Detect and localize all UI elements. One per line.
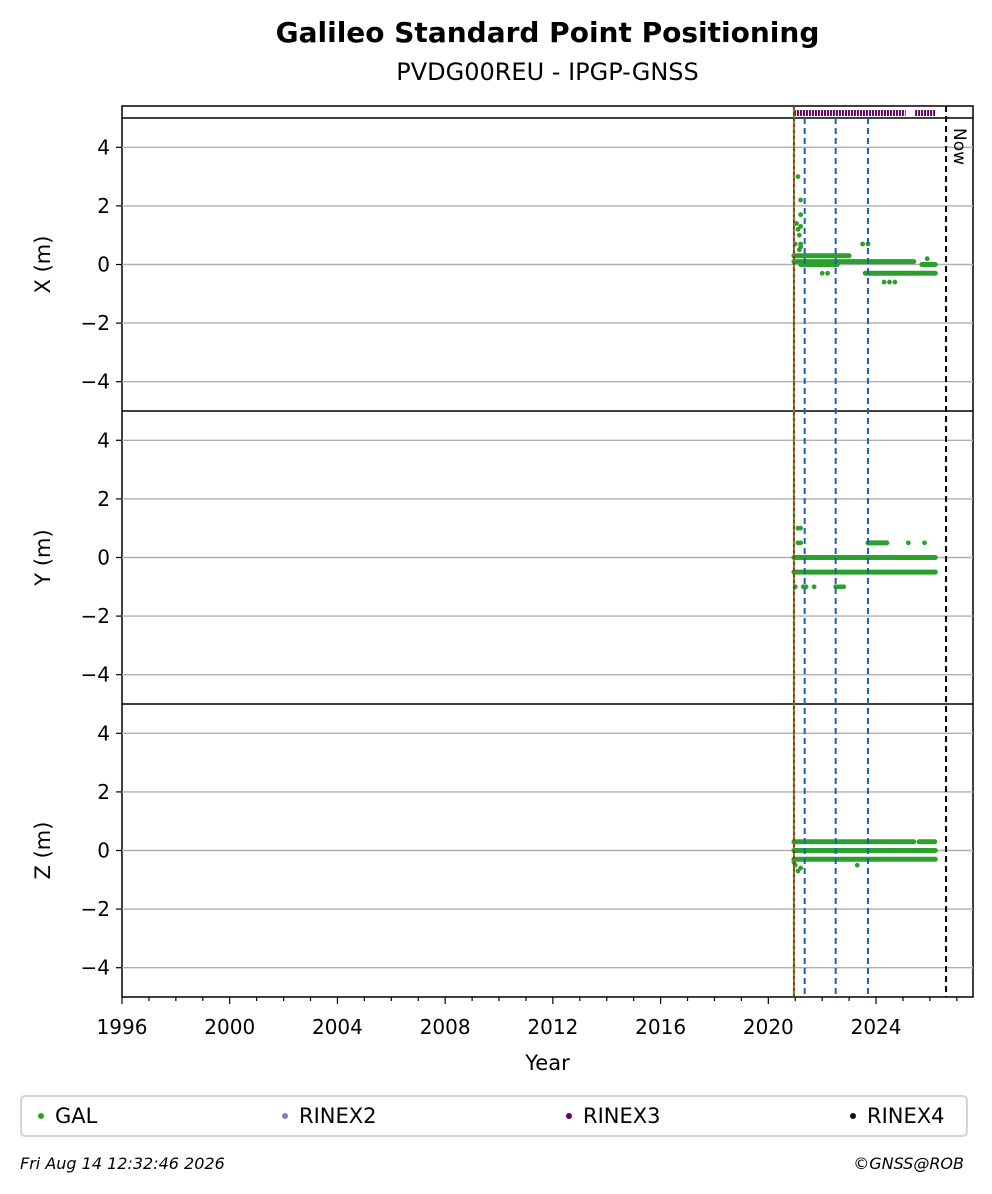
legend-label-rinex3: RINEX3 bbox=[583, 1104, 661, 1128]
gal-point-p0-16 bbox=[881, 279, 887, 285]
gal-point-p0-19 bbox=[924, 256, 930, 262]
ytick-label-p2: −4 bbox=[81, 956, 110, 980]
ytick-label-p2: 4 bbox=[97, 721, 110, 745]
gal-point-p0-5 bbox=[795, 174, 801, 180]
legend-item-rinex2: RINEX2 bbox=[282, 1097, 377, 1135]
legend-marker-rinex4 bbox=[850, 1113, 856, 1119]
legend-marker-rinex2 bbox=[282, 1113, 288, 1119]
legend-item-rinex4: RINEX4 bbox=[850, 1097, 945, 1135]
now-label: Now bbox=[949, 128, 969, 165]
ylabel-p2: Z (m) bbox=[31, 822, 55, 880]
ytick-label-p1: 2 bbox=[97, 487, 110, 511]
ytick-label-p2: 0 bbox=[97, 839, 110, 863]
gal-point-p1-3 bbox=[803, 584, 809, 590]
ylabel-p0: X (m) bbox=[31, 236, 55, 294]
ytick-label-p2: −2 bbox=[81, 897, 110, 921]
gal-point-p1-10 bbox=[798, 540, 804, 546]
legend: GAL RINEX2 RINEX3 RINEX4 bbox=[20, 1095, 968, 1137]
ytick-label-p0: −2 bbox=[81, 311, 110, 335]
xtick-label: 2000 bbox=[204, 1015, 255, 1039]
ytick-label-p0: 4 bbox=[97, 135, 110, 159]
footer-credit: ©GNSS@ROB bbox=[853, 1154, 964, 1173]
gal-point-p0-17 bbox=[887, 279, 892, 285]
ylabel-p1: Y (m) bbox=[31, 529, 55, 586]
legend-marker-rinex3 bbox=[566, 1113, 572, 1119]
gal-point-p0-6 bbox=[798, 197, 804, 203]
ytick-label-p1: 0 bbox=[97, 546, 110, 570]
gal-point-p1-4 bbox=[811, 584, 817, 590]
chart-subtitle: PVDG00REU - IPGP-GNSS bbox=[396, 58, 699, 86]
xtick-label: 1996 bbox=[97, 1015, 148, 1039]
ytick-label-p1: −4 bbox=[81, 663, 110, 687]
gal-point-p1-11 bbox=[905, 540, 911, 546]
legend-item-gal: GAL bbox=[38, 1097, 97, 1135]
ytick-label-p1: −2 bbox=[81, 604, 110, 628]
gal-point-p1-12 bbox=[922, 540, 927, 546]
ytick-label-p0: 2 bbox=[97, 194, 110, 218]
ytick-label-p0: 0 bbox=[97, 253, 110, 277]
gal-point-p0-7 bbox=[798, 212, 804, 218]
chart-title: Galileo Standard Point Positioning bbox=[275, 16, 820, 49]
legend-label-rinex2: RINEX2 bbox=[299, 1104, 377, 1128]
xtick-label: 2016 bbox=[635, 1015, 686, 1039]
xtick-label: 2012 bbox=[527, 1015, 578, 1039]
xtick-label: 2024 bbox=[851, 1015, 902, 1039]
ytick-label-p1: 4 bbox=[97, 428, 110, 452]
ytick-label-p0: −4 bbox=[81, 370, 110, 394]
plot-frame bbox=[121, 105, 974, 998]
gal-point-p0-12 bbox=[860, 241, 865, 247]
legend-marker-gal bbox=[38, 1113, 44, 1119]
xlabel: Year bbox=[524, 1051, 570, 1075]
spp-chart: 4 2 0 −2 −4 X (m) 4 2 0 −2 −4 Y (m) 4 2 0 −2 −4 Z (m) Now 1… bbox=[31, 105, 974, 1075]
legend-item-rinex3: RINEX3 bbox=[566, 1097, 661, 1135]
xtick-label: 2008 bbox=[420, 1015, 471, 1039]
ytick-label-p2: 2 bbox=[97, 780, 110, 804]
gal-point-p0-18 bbox=[892, 279, 898, 285]
legend-label-gal: GAL bbox=[55, 1104, 98, 1128]
gal-point-p0-15 bbox=[825, 270, 830, 276]
gal-point-p0-1 bbox=[794, 221, 800, 226]
xtick-label: 2004 bbox=[312, 1015, 363, 1039]
gal-point-p0-11 bbox=[798, 244, 804, 250]
gal-point-p0-14 bbox=[819, 270, 825, 276]
gal-point-p0-4 bbox=[798, 224, 804, 229]
gal-point-p2-4 bbox=[854, 862, 860, 868]
legend-label-rinex4: RINEX4 bbox=[867, 1104, 945, 1128]
gal-point-p1-1 bbox=[798, 525, 804, 531]
xtick-label: 2020 bbox=[743, 1015, 794, 1039]
gal-point-p1-8 bbox=[841, 584, 847, 590]
gal-point-p0-3 bbox=[796, 232, 802, 238]
gal-point-p2-2 bbox=[798, 865, 804, 871]
footer-timestamp: Fri Aug 14 12:32:46 2026 bbox=[20, 1154, 225, 1173]
